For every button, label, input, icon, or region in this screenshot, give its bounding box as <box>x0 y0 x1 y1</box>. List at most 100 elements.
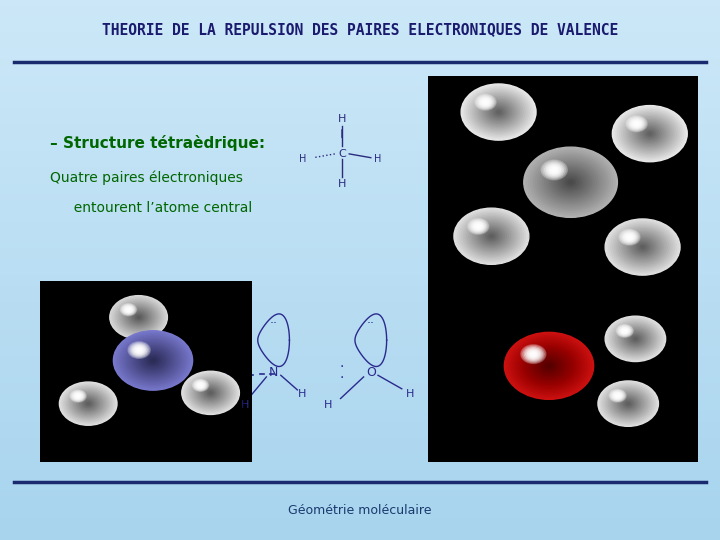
Circle shape <box>467 218 516 254</box>
Bar <box>0 454 720 459</box>
Circle shape <box>627 235 632 239</box>
Circle shape <box>459 212 523 260</box>
Bar <box>0 205 720 211</box>
Circle shape <box>622 232 663 262</box>
Circle shape <box>548 165 561 175</box>
Bar <box>0 27 720 32</box>
Circle shape <box>616 394 620 397</box>
Bar <box>0 54 720 59</box>
Circle shape <box>626 116 674 152</box>
Circle shape <box>618 109 696 167</box>
Bar <box>0 324 720 329</box>
Circle shape <box>504 332 593 399</box>
Bar <box>0 200 720 205</box>
Circle shape <box>135 315 141 319</box>
Circle shape <box>603 383 666 431</box>
Circle shape <box>648 132 652 135</box>
Circle shape <box>600 382 657 425</box>
Circle shape <box>454 208 528 264</box>
Circle shape <box>634 240 652 254</box>
Circle shape <box>485 102 512 122</box>
Text: ··: ·· <box>269 318 278 330</box>
Circle shape <box>611 390 625 401</box>
Circle shape <box>531 353 567 379</box>
Circle shape <box>616 227 669 267</box>
Circle shape <box>60 383 115 424</box>
Circle shape <box>530 352 536 356</box>
Circle shape <box>631 239 654 255</box>
Circle shape <box>626 332 644 346</box>
Circle shape <box>626 234 660 260</box>
Circle shape <box>115 300 161 334</box>
Bar <box>0 5 720 11</box>
Bar <box>0 470 720 475</box>
Bar <box>0 437 720 443</box>
Circle shape <box>622 329 649 349</box>
Circle shape <box>463 85 534 139</box>
Circle shape <box>549 166 559 174</box>
Bar <box>0 497 720 502</box>
FancyBboxPatch shape <box>428 76 698 300</box>
Circle shape <box>564 177 577 187</box>
Circle shape <box>197 383 223 403</box>
Circle shape <box>186 375 235 411</box>
Bar <box>0 491 720 497</box>
Bar <box>0 162 720 167</box>
Circle shape <box>134 314 143 321</box>
Circle shape <box>628 333 643 345</box>
Circle shape <box>133 313 145 321</box>
Text: THEORIE DE LA REPULSION DES PAIRES ELECTRONIQUES DE VALENCE: THEORIE DE LA REPULSION DES PAIRES ELECT… <box>102 22 618 37</box>
Circle shape <box>477 96 493 108</box>
Circle shape <box>471 221 512 252</box>
Bar <box>0 22 720 27</box>
Circle shape <box>480 98 491 106</box>
Bar <box>0 508 720 513</box>
Circle shape <box>135 347 143 353</box>
Bar <box>0 194 720 200</box>
Circle shape <box>478 97 519 127</box>
Bar <box>0 340 720 346</box>
Circle shape <box>118 302 158 332</box>
Circle shape <box>628 117 646 131</box>
Circle shape <box>536 356 562 376</box>
Circle shape <box>626 234 634 240</box>
Circle shape <box>77 395 79 397</box>
Circle shape <box>62 384 114 423</box>
Circle shape <box>184 374 236 413</box>
Circle shape <box>131 344 175 377</box>
Circle shape <box>527 349 539 359</box>
Bar <box>0 292 720 297</box>
Circle shape <box>625 331 646 347</box>
Circle shape <box>526 149 615 215</box>
Circle shape <box>543 161 599 203</box>
Bar <box>0 459 720 464</box>
Bar <box>0 11 720 16</box>
Circle shape <box>629 237 656 257</box>
Circle shape <box>612 392 623 400</box>
Circle shape <box>484 231 499 242</box>
Circle shape <box>124 306 133 313</box>
Circle shape <box>605 316 665 362</box>
Circle shape <box>59 382 117 426</box>
Circle shape <box>462 214 521 259</box>
Bar <box>0 518 720 524</box>
Circle shape <box>629 334 642 343</box>
Bar <box>0 400 720 405</box>
Circle shape <box>621 231 639 244</box>
Circle shape <box>608 319 662 359</box>
Circle shape <box>634 122 639 126</box>
Circle shape <box>611 222 690 281</box>
Circle shape <box>542 361 556 371</box>
Bar <box>0 405 720 410</box>
Circle shape <box>634 338 637 340</box>
Text: H: H <box>338 114 346 124</box>
Circle shape <box>490 235 493 238</box>
Circle shape <box>620 111 680 156</box>
Bar <box>0 130 720 135</box>
Circle shape <box>465 87 532 137</box>
Circle shape <box>546 364 552 368</box>
Circle shape <box>603 384 654 423</box>
Circle shape <box>125 307 132 313</box>
Circle shape <box>85 402 91 406</box>
Circle shape <box>207 390 215 396</box>
